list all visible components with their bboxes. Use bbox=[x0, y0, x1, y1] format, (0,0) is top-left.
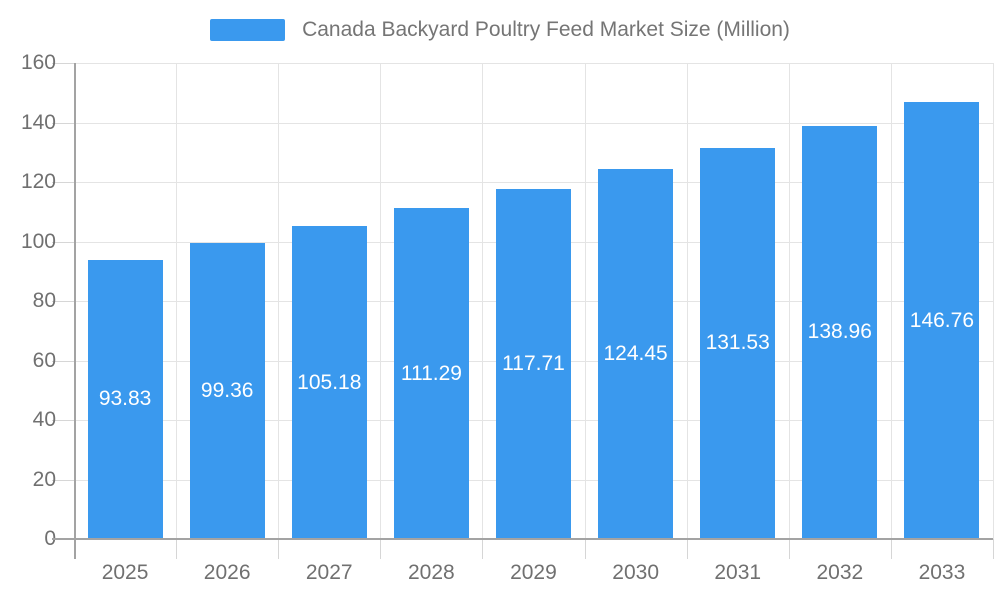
bar-value-label: 93.83 bbox=[98, 387, 152, 411]
y-gridline bbox=[74, 63, 993, 64]
y-axis-tick bbox=[52, 301, 74, 302]
x-axis-tick-label: 2027 bbox=[305, 561, 353, 584]
x-axis-tick bbox=[482, 539, 483, 559]
y-axis-tick bbox=[52, 182, 74, 183]
y-axis-tick bbox=[52, 63, 74, 64]
bar-value-label: 131.53 bbox=[705, 331, 770, 355]
x-axis-tick-label: 2029 bbox=[510, 561, 557, 584]
x-axis-tick bbox=[585, 539, 586, 559]
bar-value-label: 138.96 bbox=[807, 320, 872, 344]
x-gridline bbox=[891, 63, 892, 539]
bar-2033[interactable] bbox=[904, 102, 980, 539]
y-axis-tick-label: 40 bbox=[32, 408, 56, 431]
bar-value-label: 124.45 bbox=[603, 341, 668, 365]
y-axis-tick-label: 160 bbox=[20, 51, 56, 74]
y-axis-tick-label: 60 bbox=[32, 349, 56, 372]
legend-label: Canada Backyard Poultry Feed Market Size… bbox=[302, 18, 790, 41]
x-axis-line bbox=[52, 538, 993, 540]
x-axis-tick bbox=[891, 539, 892, 559]
x-gridline bbox=[585, 63, 586, 539]
x-axis-tick bbox=[993, 539, 994, 559]
x-gridline bbox=[993, 63, 994, 539]
y-axis-tick-label: 0 bbox=[44, 527, 56, 550]
y-axis-tick-label: 140 bbox=[20, 111, 56, 134]
y-axis-tick bbox=[52, 480, 74, 481]
x-gridline bbox=[278, 63, 279, 539]
y-axis-tick bbox=[52, 420, 74, 421]
x-axis-tick-label: 2025 bbox=[101, 561, 149, 584]
y-axis-line bbox=[74, 63, 76, 559]
y-axis-tick-label: 100 bbox=[20, 230, 56, 253]
bar-2029[interactable] bbox=[496, 188, 571, 539]
y-gridline bbox=[74, 182, 993, 183]
chart-legend[interactable]: Canada Backyard Poultry Feed Market Size… bbox=[0, 19, 1000, 41]
bar-value-label: 117.71 bbox=[502, 351, 565, 375]
bar-2032[interactable] bbox=[802, 125, 878, 539]
y-axis-tick bbox=[52, 242, 74, 243]
bar-2028[interactable] bbox=[393, 207, 469, 539]
x-axis-tick bbox=[687, 539, 688, 559]
y-axis-tick-label: 80 bbox=[32, 289, 56, 312]
x-gridline bbox=[176, 63, 177, 539]
x-gridline bbox=[789, 63, 790, 539]
x-axis-tick-label: 2033 bbox=[918, 561, 966, 584]
bar-2030[interactable] bbox=[598, 168, 674, 539]
x-axis-tick-label: 2028 bbox=[407, 561, 455, 584]
y-axis-tick-label: 20 bbox=[32, 468, 56, 491]
bar-value-label: 105.18 bbox=[297, 370, 362, 394]
bar-2031[interactable] bbox=[700, 147, 776, 539]
bar-2026[interactable] bbox=[189, 243, 265, 539]
bar-2027[interactable] bbox=[291, 226, 367, 539]
x-axis-tick bbox=[380, 539, 381, 559]
x-axis-tick-label: 2031 bbox=[714, 561, 762, 584]
x-axis-tick-label: 2026 bbox=[203, 561, 251, 584]
x-axis-tick bbox=[789, 539, 790, 559]
x-axis-tick-label: 2032 bbox=[816, 561, 864, 584]
x-axis-tick bbox=[176, 539, 177, 559]
x-gridline bbox=[687, 63, 688, 539]
y-gridline bbox=[74, 123, 993, 124]
x-axis-tick bbox=[278, 539, 279, 559]
x-axis-tick-label: 2030 bbox=[612, 561, 659, 584]
bar-2025[interactable] bbox=[87, 259, 163, 539]
x-gridline bbox=[482, 63, 483, 539]
bar-value-label: 146.76 bbox=[909, 308, 974, 332]
legend-swatch bbox=[210, 19, 286, 41]
bar-value-label: 99.36 bbox=[200, 379, 254, 403]
y-axis-tick bbox=[52, 361, 74, 362]
y-axis-tick-label: 120 bbox=[20, 170, 56, 193]
x-gridline bbox=[380, 63, 381, 539]
bar-value-label: 111.29 bbox=[400, 361, 462, 385]
y-axis-tick bbox=[52, 123, 74, 124]
